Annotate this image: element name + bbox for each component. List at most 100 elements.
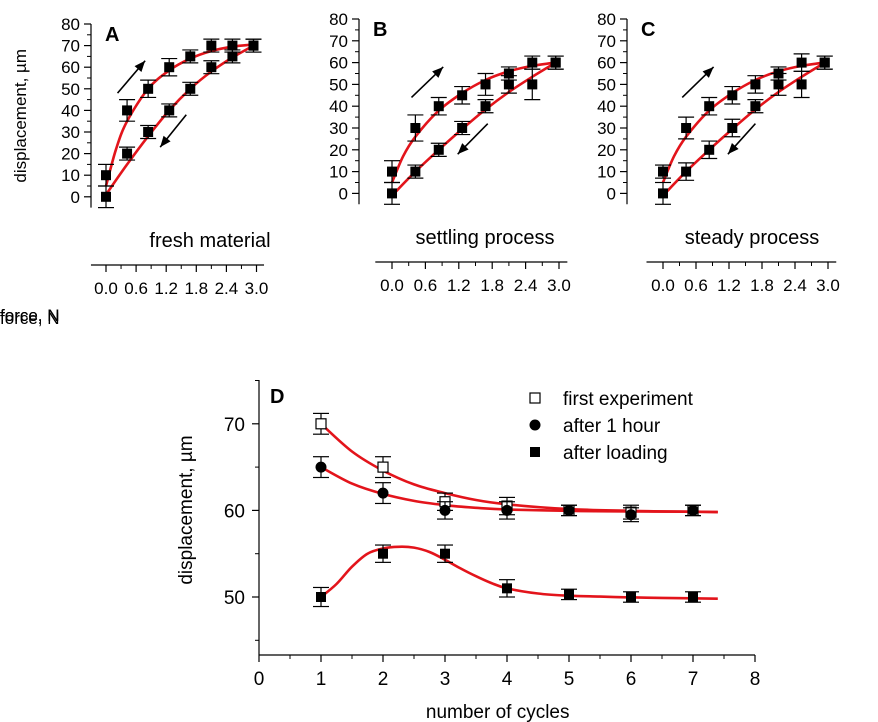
data-point-square <box>727 123 738 133</box>
x-tick-label: 1.2 <box>717 276 741 295</box>
x-tick-label: 1.8 <box>184 279 208 298</box>
data-point-square <box>480 79 491 90</box>
x-tick-label: 1.2 <box>154 279 178 298</box>
data-point-circle <box>687 504 699 516</box>
data-point-square <box>688 592 698 602</box>
panel-b-chart: 0 10 20 30 40 50 60 70 80 0.0 0.6 1.2 1.8 2.4 3.0 loadi… <box>0 10 571 325</box>
panel-annotation: settling process <box>416 227 555 249</box>
legend-label: after loading <box>563 443 668 464</box>
y-tick-label: 20 <box>329 141 348 160</box>
x-tick-label: 1.2 <box>447 276 471 295</box>
data-point-square <box>206 62 217 73</box>
y-tick-label: 70 <box>597 32 616 51</box>
y-tick-label: 50 <box>61 80 80 99</box>
data-point-square <box>819 57 830 68</box>
x-tick-label: 2.4 <box>783 276 807 295</box>
y-tick-label: 40 <box>61 101 80 120</box>
data-point-square <box>387 166 397 177</box>
x-tick-label: 1 <box>316 669 327 690</box>
panel-annotation: steady process <box>685 227 820 249</box>
data-point-square <box>796 79 807 90</box>
unloading-arrow-head <box>457 143 469 155</box>
data-point-square <box>143 83 154 94</box>
data-point-square <box>164 105 175 116</box>
legend-label: after 1 hour <box>563 416 661 437</box>
y-tick-label: 80 <box>329 10 348 29</box>
data-point-square <box>316 592 326 602</box>
x-tick-label: 0.0 <box>651 276 675 295</box>
y-tick-label: 10 <box>597 163 616 182</box>
data-point-square <box>550 57 561 68</box>
y-tick-label: 40 <box>597 97 616 116</box>
data-point-square <box>527 79 538 90</box>
y-tick-label: 60 <box>329 54 348 73</box>
unloading-arrow-head <box>160 135 171 148</box>
x-tick-label: 0.6 <box>414 276 438 295</box>
data-point-square <box>681 166 692 177</box>
data-point-square <box>227 40 238 51</box>
x-tick-label: 5 <box>564 669 575 690</box>
x-axis-title: loading force, N <box>0 306 60 325</box>
y-tick-label: 70 <box>329 32 348 51</box>
data-point-square <box>101 191 111 202</box>
data-point-square <box>457 90 468 101</box>
panel-letter: B <box>373 19 387 41</box>
legend-label: first experiment <box>563 389 694 410</box>
legend-marker-circle <box>529 419 541 431</box>
x-tick-label: 0.0 <box>94 279 118 298</box>
data-point-square <box>185 51 196 62</box>
y-tick-label: 70 <box>224 415 245 436</box>
data-point-square <box>704 101 715 112</box>
y-tick-label: 50 <box>329 75 348 94</box>
fit-curve <box>320 465 718 514</box>
y-tick-label: 60 <box>61 58 80 77</box>
y-tick-label: 50 <box>224 588 245 609</box>
data-point-square <box>206 40 217 51</box>
panel-letter: C <box>641 19 655 41</box>
data-point-circle <box>315 461 327 473</box>
x-tick-label: 0.0 <box>380 276 404 295</box>
x-axis-title: loading force, N <box>0 306 60 325</box>
data-point-square <box>185 83 196 94</box>
data-point-square <box>658 166 668 177</box>
data-point-square <box>378 548 388 559</box>
panel-annotation: fresh material <box>149 230 270 252</box>
x-tick-label: 0.6 <box>684 276 708 295</box>
y-tick-label: 30 <box>329 119 348 138</box>
x-tick-label: 2.4 <box>215 279 239 298</box>
data-point-square <box>101 170 111 181</box>
data-point-square <box>527 57 538 68</box>
x-tick-label: 7 <box>688 669 699 690</box>
data-point-square <box>727 90 738 101</box>
x-tick-label: 4 <box>502 669 513 690</box>
y-axis-title: displacement, µm <box>11 49 30 183</box>
panel-letter: A <box>105 24 119 46</box>
panel-letter: D <box>270 386 284 408</box>
data-point-square <box>750 79 761 90</box>
data-point-square <box>227 51 238 62</box>
data-point-square <box>122 148 133 159</box>
data-point-square <box>502 583 512 594</box>
legend-marker-square <box>530 447 540 457</box>
data-point-square <box>626 592 636 602</box>
panel-d-chart: 50 60 70 0 1 2 3 4 5 6 7 8 number of cycles displacem… <box>176 380 760 722</box>
x-tick-label: 1.8 <box>750 276 774 295</box>
y-tick-label: 60 <box>224 501 245 522</box>
loading-arrow-head <box>702 66 714 78</box>
data-point-square <box>658 188 668 199</box>
panel-c-chart: 0 10 20 30 40 50 60 70 80 0.0 0.6 1.2 1.8 2.4 3.0 loadi… <box>0 10 840 325</box>
data-point-square <box>480 101 491 112</box>
data-point-square <box>681 123 692 133</box>
data-point-square <box>248 40 259 51</box>
y-tick-label: 10 <box>61 166 80 185</box>
panel-a-chart: 0 10 20 30 40 50 60 70 80 0.0 0.6 1.2 1.8 2.4 3.0 loadi… <box>0 15 271 328</box>
x-tick-label: 6 <box>626 669 637 690</box>
data-point-square <box>440 548 450 559</box>
data-point-square <box>564 589 574 600</box>
data-point-circle <box>563 504 575 516</box>
legend: first experiment after 1 hour after loadin… <box>529 389 694 464</box>
y-tick-label: 80 <box>597 10 616 29</box>
y-tick-label: 60 <box>597 54 616 73</box>
data-point-square <box>433 144 444 155</box>
